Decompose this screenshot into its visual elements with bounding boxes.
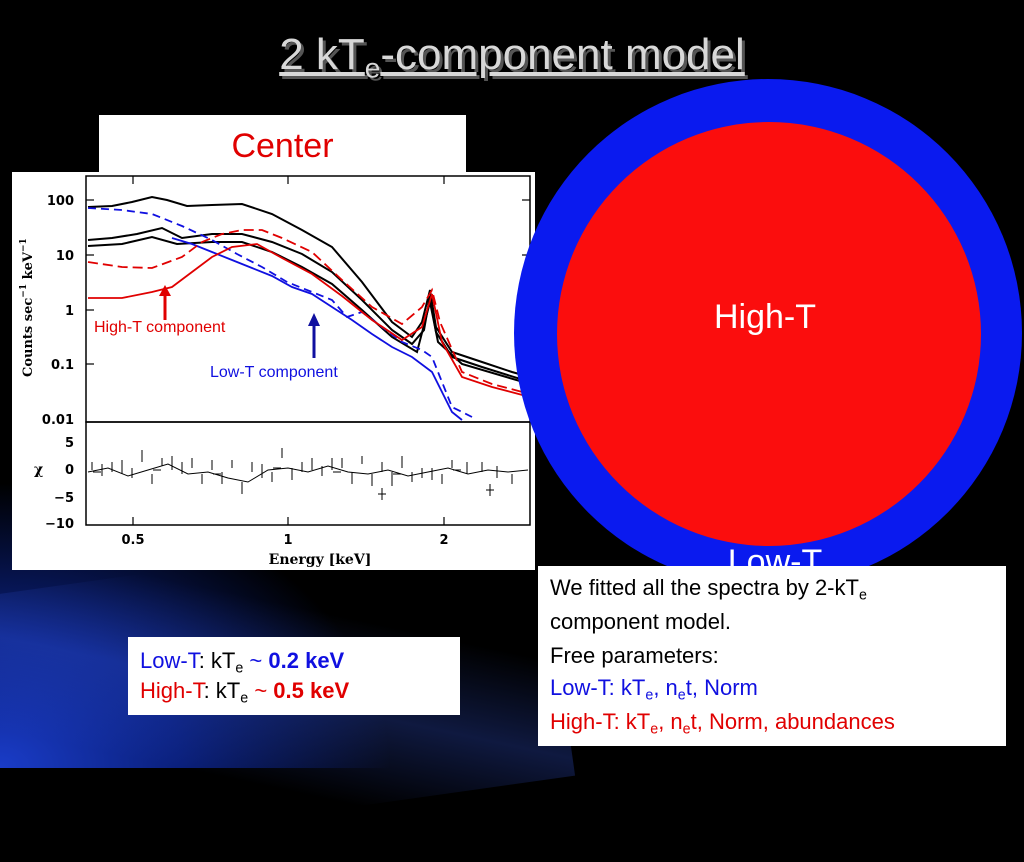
- low-t-annotation: Low-T component: [210, 364, 338, 381]
- center-label: Center: [231, 127, 334, 165]
- y-tick-labels: 100 10 1 0.1 0.01: [42, 194, 74, 428]
- chi-tick-minus5: −5: [54, 491, 74, 506]
- desc-line-5: High-T: kTe, net, Norm, abundances: [550, 709, 895, 738]
- chi-tick-5: 5: [65, 436, 74, 451]
- y-tick-0.01: 0.01: [42, 413, 74, 428]
- high-t-param-row: High-T: kTe ~ 0.5 keV: [140, 678, 350, 707]
- data-curves: [87, 195, 531, 385]
- y-tick-10: 10: [56, 249, 74, 264]
- x-tick-2: 2: [439, 533, 448, 548]
- desc-line-4: Low-T: kTe, net, Norm: [550, 675, 758, 704]
- annotation-arrows: [159, 285, 320, 358]
- lower-panel-frame: [85, 421, 531, 526]
- desc-line-1: We fitted all the spectra by 2-kTe: [550, 575, 867, 604]
- chi-tick-minus10: −10: [45, 517, 74, 532]
- y-tick-100: 100: [47, 194, 74, 209]
- high-t-curves: [87, 229, 531, 398]
- chi-tick-labels: 5 0 −5 −10: [45, 436, 74, 532]
- chi-tick-0: 0: [65, 463, 74, 478]
- high-t-model-solid: [88, 243, 531, 398]
- center-label-box: Center: [99, 115, 466, 175]
- y-tick-0.1: 0.1: [51, 358, 74, 373]
- x-tick-1: 1: [283, 533, 292, 548]
- y-axis-label: Counts sec−1 keV−1: [19, 238, 36, 377]
- low-t-model-dashed: [87, 207, 473, 418]
- spectrum-plot: Counts sec−1 keV−1 100 10 1 0.1 0.01 χ 5…: [12, 172, 535, 570]
- description-box: We fitted all the spectra by 2-kTe compo…: [538, 566, 1006, 746]
- slide-title: 2 kTe-component model: [279, 30, 745, 84]
- temperature-params-box: Low-T: kTe ~ 0.2 keV High-T: kTe ~ 0.5 k…: [128, 637, 460, 715]
- x-ticks: [132, 176, 445, 525]
- spectrum-svg: Counts sec−1 keV−1 100 10 1 0.1 0.01 χ 5…: [19, 175, 531, 568]
- x-tick-labels: 0.5 1 2: [121, 533, 448, 548]
- desc-line-3: Free parameters:: [550, 643, 719, 668]
- low-t-curves: [87, 207, 473, 421]
- x-axis-label: Energy [keV]: [269, 552, 372, 568]
- residuals: [87, 448, 529, 500]
- data-curve-1: [87, 195, 531, 378]
- high-t-annotation: High-T component: [94, 319, 226, 336]
- x-tick-0.5: 0.5: [121, 533, 144, 548]
- low-t-model-solid: [171, 237, 463, 421]
- high-t-arrow-head: [159, 285, 171, 296]
- high-t-model-dashed: [87, 229, 531, 395]
- desc-line-2: component model.: [550, 609, 731, 634]
- chi-label: χ: [34, 462, 43, 478]
- data-curve-3: [87, 235, 531, 385]
- low-t-param-row: Low-T: kTe ~ 0.2 keV: [140, 648, 345, 677]
- low-t-arrow-head: [308, 313, 320, 326]
- y-tick-1: 1: [65, 304, 74, 319]
- high-t-region-circle: [557, 122, 981, 546]
- high-t-label: High-T: [713, 298, 817, 336]
